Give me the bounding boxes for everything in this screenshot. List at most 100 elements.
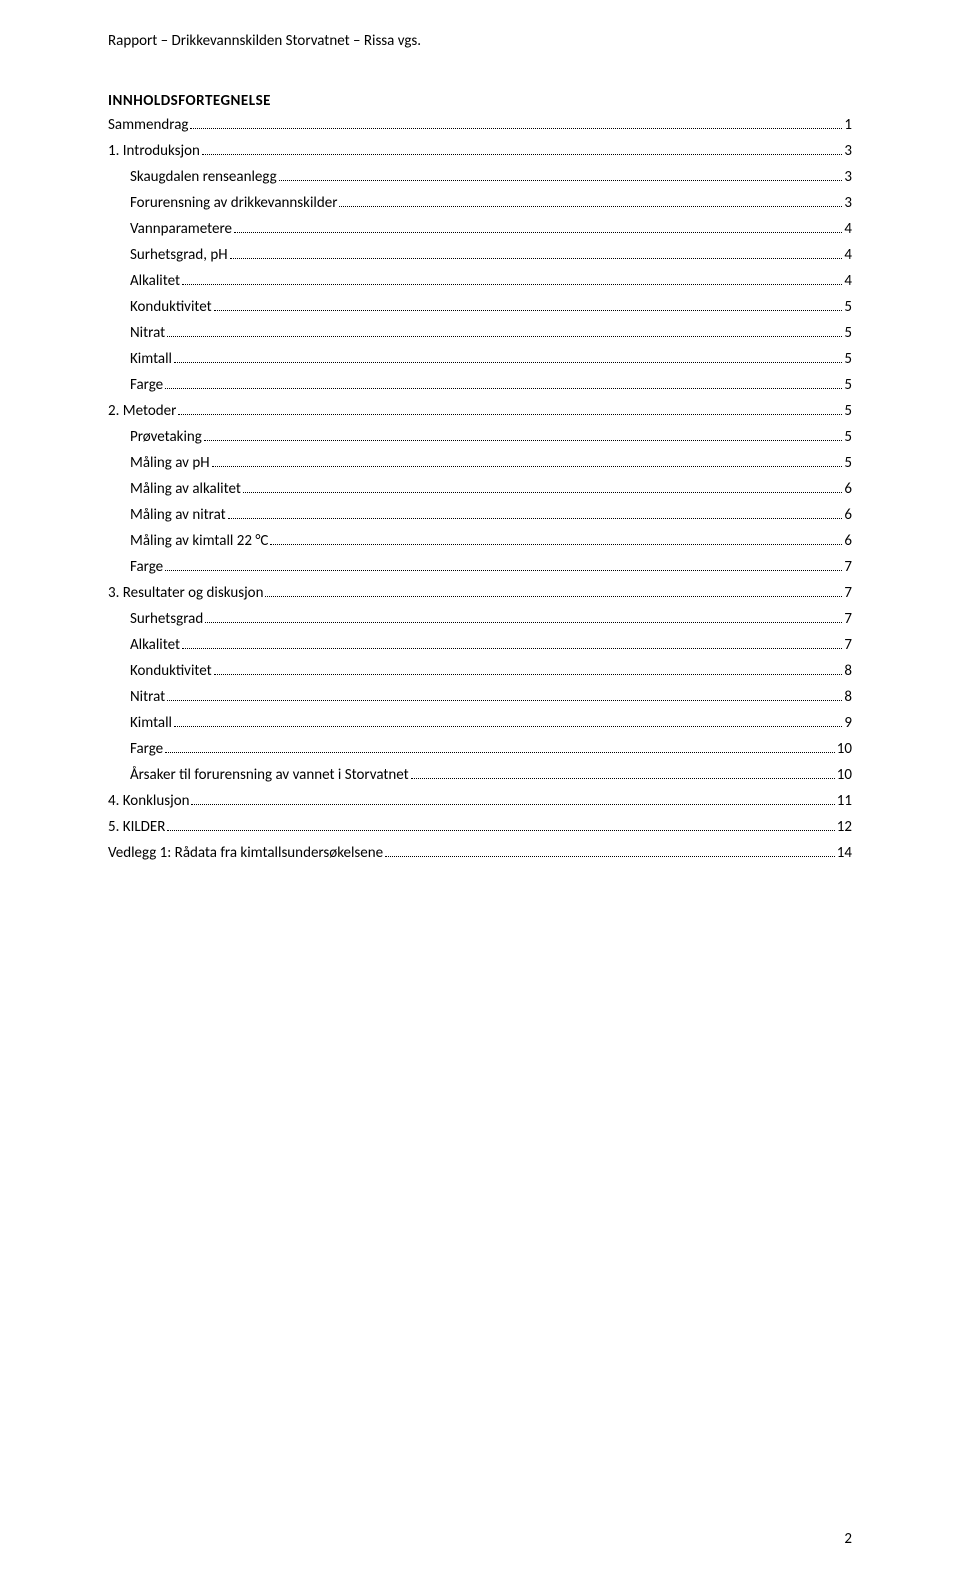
toc-entry[interactable]: Alkalitet 4 — [108, 272, 852, 290]
toc-leader-dots — [174, 362, 842, 363]
toc-label: 5. KILDER — [108, 818, 165, 836]
toc-leader-dots — [279, 180, 843, 181]
toc-label: Alkalitet — [130, 272, 180, 290]
toc-label: Farge — [130, 376, 163, 394]
toc-page: 4 — [844, 246, 852, 264]
page-container: Rapport – Drikkevannskilden Storvatnet –… — [0, 0, 960, 918]
toc-page: 6 — [844, 480, 852, 498]
toc-page: 8 — [844, 688, 852, 706]
toc-leader-dots — [165, 388, 842, 389]
toc-leader-dots — [205, 622, 842, 623]
toc-entry[interactable]: Sammendrag 1 — [108, 116, 852, 134]
toc-entry[interactable]: Skaugdalen renseanlegg 3 — [108, 168, 852, 186]
toc-leader-dots — [167, 336, 842, 337]
toc-page: 10 — [837, 740, 852, 758]
toc-leader-dots — [190, 128, 842, 129]
toc-page: 8 — [844, 662, 852, 680]
toc-page: 4 — [844, 220, 852, 238]
toc-entry[interactable]: Forurensning av drikkevannskilder 3 — [108, 194, 852, 212]
toc-label: 1. Introduksjon — [108, 142, 200, 160]
toc-label: Vannparametere — [130, 220, 232, 238]
toc-page: 5 — [844, 298, 852, 316]
toc-leader-dots — [339, 206, 842, 207]
toc-label: Farge — [130, 740, 163, 758]
toc-leader-dots — [191, 804, 834, 805]
toc-page: 7 — [844, 584, 852, 602]
toc-entry[interactable]: Nitrat 5 — [108, 324, 852, 342]
toc-label: Vedlegg 1: Rådata fra kimtallsundersøkel… — [108, 844, 383, 862]
toc-leader-dots — [214, 674, 843, 675]
toc-leader-dots — [230, 258, 843, 259]
toc-entry[interactable]: Konduktivitet 8 — [108, 662, 852, 680]
toc-entry[interactable]: Konduktivitet 5 — [108, 298, 852, 316]
toc-entry[interactable]: Kimtall 5 — [108, 350, 852, 368]
toc-entry[interactable]: Vannparametere 4 — [108, 220, 852, 238]
toc-entry[interactable]: 1. Introduksjon 3 — [108, 142, 852, 160]
toc-page: 6 — [844, 532, 852, 550]
toc-label: Måling av pH — [130, 454, 210, 472]
toc-page: 3 — [844, 142, 852, 160]
toc-leader-dots — [182, 648, 842, 649]
toc-label: Nitrat — [130, 688, 165, 706]
toc-page: 5 — [844, 402, 852, 420]
toc-leader-dots — [202, 154, 842, 155]
toc-label: Måling av kimtall 22 °C — [130, 532, 268, 550]
toc-leader-dots — [228, 518, 843, 519]
toc-entry[interactable]: Kimtall 9 — [108, 714, 852, 732]
toc-entry[interactable]: Surhetsgrad 7 — [108, 610, 852, 628]
toc-label: Måling av alkalitet — [130, 480, 241, 498]
toc-entry[interactable]: Farge 10 — [108, 740, 852, 758]
toc-entry[interactable]: Farge 5 — [108, 376, 852, 394]
toc-entry[interactable]: Måling av kimtall 22 °C 6 — [108, 532, 852, 550]
toc-page: 5 — [844, 428, 852, 446]
toc-leader-dots — [178, 414, 842, 415]
toc-entry[interactable]: 4. Konklusjon 11 — [108, 792, 852, 810]
toc-page: 5 — [844, 454, 852, 472]
toc-page: 14 — [837, 844, 852, 862]
toc-entry[interactable]: 2. Metoder 5 — [108, 402, 852, 420]
toc-label: Kimtall — [130, 714, 172, 732]
toc-title: INNHOLDSFORTEGNELSE — [108, 92, 852, 110]
toc-leader-dots — [214, 310, 843, 311]
toc-entry[interactable]: Måling av alkalitet 6 — [108, 480, 852, 498]
toc-leader-dots — [182, 284, 842, 285]
toc-label: Skaugdalen renseanlegg — [130, 168, 277, 186]
toc-leader-dots — [385, 856, 835, 857]
toc-entry[interactable]: 5. KILDER 12 — [108, 818, 852, 836]
toc-label: Sammendrag — [108, 116, 188, 134]
toc-list: Sammendrag 1 1. Introduksjon 3 Skaugdalen … — [108, 116, 852, 862]
toc-entry[interactable]: Måling av pH 5 — [108, 454, 852, 472]
toc-leader-dots — [165, 752, 835, 753]
toc-leader-dots — [411, 778, 835, 779]
toc-entry[interactable]: Nitrat 8 — [108, 688, 852, 706]
toc-entry[interactable]: Måling av nitrat 6 — [108, 506, 852, 524]
toc-leader-dots — [212, 466, 843, 467]
toc-entry[interactable]: Prøvetaking 5 — [108, 428, 852, 446]
toc-label: Farge — [130, 558, 163, 576]
toc-label: 4. Konklusjon — [108, 792, 189, 810]
toc-page: 5 — [844, 324, 852, 342]
toc-label: Måling av nitrat — [130, 506, 226, 524]
toc-label: Forurensning av drikkevannskilder — [130, 194, 337, 212]
toc-entry[interactable]: Farge 7 — [108, 558, 852, 576]
toc-leader-dots — [265, 596, 842, 597]
toc-leader-dots — [167, 830, 834, 831]
toc-label: Surhetsgrad — [130, 610, 203, 628]
toc-page: 5 — [844, 376, 852, 394]
toc-entry[interactable]: Alkalitet 7 — [108, 636, 852, 654]
toc-label: Nitrat — [130, 324, 165, 342]
toc-page: 1 — [844, 116, 852, 134]
toc-leader-dots — [234, 232, 842, 233]
toc-entry[interactable]: 3. Resultater og diskusjon 7 — [108, 584, 852, 602]
toc-label: Surhetsgrad, pH — [130, 246, 228, 264]
toc-page: 7 — [844, 558, 852, 576]
toc-entry[interactable]: Vedlegg 1: Rådata fra kimtallsundersøkel… — [108, 844, 852, 862]
toc-page: 9 — [844, 714, 852, 732]
toc-page: 4 — [844, 272, 852, 290]
toc-page: 11 — [837, 792, 852, 810]
toc-label: Prøvetaking — [130, 428, 202, 446]
toc-label: Kimtall — [130, 350, 172, 368]
toc-entry[interactable]: Surhetsgrad, pH 4 — [108, 246, 852, 264]
toc-page: 3 — [844, 194, 852, 212]
toc-entry[interactable]: Årsaker til forurensning av vannet i Sto… — [108, 766, 852, 784]
